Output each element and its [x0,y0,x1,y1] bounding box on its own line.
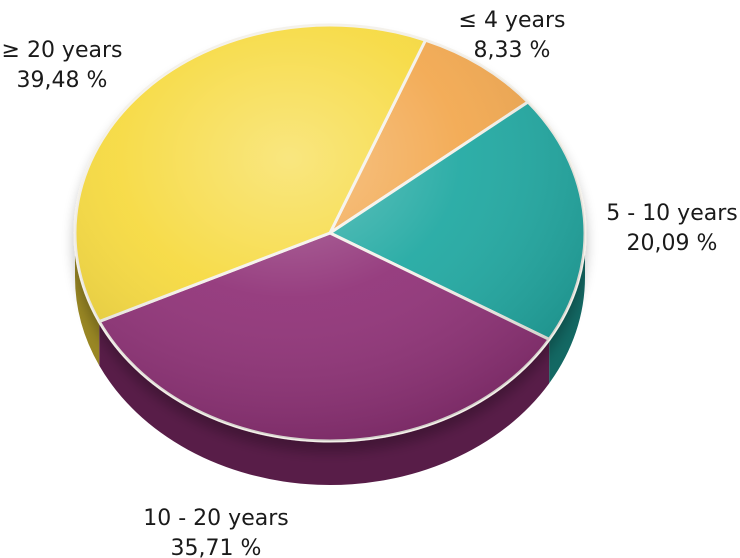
pie-labels-layer: ≤ 4 years 8,33 % 5 - 10 years 20,09 % 10 - 2… [2,8,738,558]
slice-value-le-4-years: 8,33 % [474,38,551,63]
slice-category-le-4-years: ≤ 4 years [459,8,566,33]
pie-top-layer [73,23,587,443]
pie-side-10-20-years [99,321,550,486]
slice-label-ge-20-years: ≥ 20 years 39,48 % [2,38,123,93]
slice-label-5-10-years: 5 - 10 years 20,09 % [606,201,737,256]
slice-category-ge-20-years: ≥ 20 years [2,38,123,63]
slice-value-ge-20-years: 39,48 % [17,68,108,93]
slice-value-10-20-years: 35,71 % [171,536,262,558]
slice-label-10-20-years: 10 - 20 years 35,71 % [143,506,288,558]
slice-category-5-10-years: 5 - 10 years [606,201,737,226]
slice-value-5-10-years: 20,09 % [627,231,718,256]
slice-label-le-4-years: ≤ 4 years 8,33 % [459,8,566,63]
slice-category-10-20-years: 10 - 20 years [143,506,288,531]
